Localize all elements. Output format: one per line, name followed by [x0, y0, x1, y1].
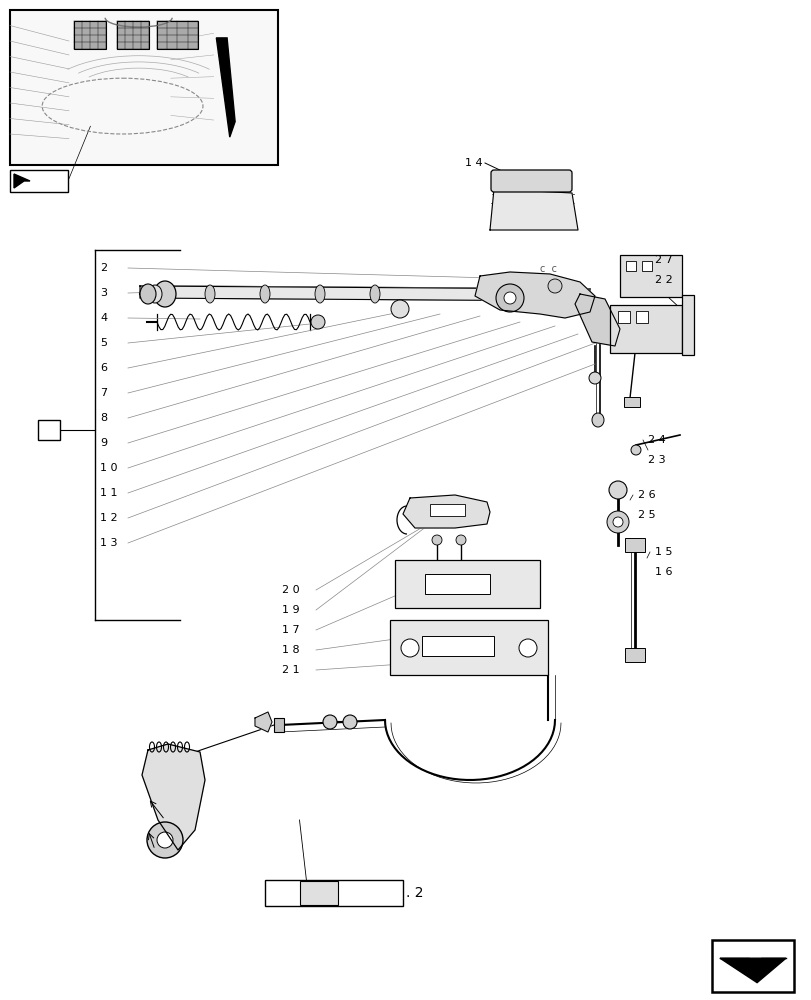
Bar	[620, 255, 681, 297]
Circle shape	[504, 292, 515, 304]
Ellipse shape	[370, 285, 380, 303]
Circle shape	[391, 300, 409, 318]
Circle shape	[547, 279, 561, 293]
Bar	[635, 311, 647, 323]
Text: 2 3: 2 3	[647, 455, 665, 465]
FancyBboxPatch shape	[491, 170, 571, 192]
Bar	[273, 718, 284, 732]
Text: 1 8: 1 8	[281, 645, 299, 655]
Text: 5: 5	[100, 338, 107, 348]
Text: 2 2: 2 2	[654, 275, 672, 285]
Bar	[117, 21, 149, 49]
Text: 1 6: 1 6	[654, 567, 672, 577]
Text: . 2: . 2	[406, 886, 423, 900]
Ellipse shape	[204, 285, 215, 303]
Text: 4: 4	[100, 313, 107, 323]
Bar	[642, 261, 651, 271]
Circle shape	[342, 715, 357, 729]
Ellipse shape	[311, 315, 324, 329]
Polygon shape	[216, 38, 235, 137]
Circle shape	[431, 535, 441, 545]
Circle shape	[630, 445, 640, 455]
Ellipse shape	[315, 285, 324, 303]
Bar	[157, 21, 197, 49]
Bar	[609, 305, 681, 353]
Polygon shape	[14, 174, 30, 188]
Bar	[624, 538, 644, 552]
Polygon shape	[255, 712, 272, 732]
Bar	[681, 295, 693, 355]
Circle shape	[157, 832, 173, 848]
Text: 1 4: 1 4	[465, 158, 482, 168]
Circle shape	[496, 284, 523, 312]
Polygon shape	[574, 294, 620, 346]
Text: 6: 6	[100, 363, 107, 373]
Bar	[38, 420, 60, 440]
Bar	[625, 261, 635, 271]
Text: c  c: c c	[539, 264, 556, 274]
Text: 3: 3	[100, 288, 107, 298]
Text: 1 9: 1 9	[281, 605, 299, 615]
Text: 1 1: 1 1	[100, 488, 118, 498]
Ellipse shape	[260, 285, 270, 303]
Circle shape	[608, 481, 626, 499]
Bar	[624, 648, 644, 662]
Circle shape	[629, 540, 639, 550]
Ellipse shape	[154, 281, 176, 307]
Polygon shape	[139, 286, 590, 301]
Text: 2 6: 2 6	[637, 490, 654, 500]
Ellipse shape	[607, 511, 629, 533]
Text: 2 5: 2 5	[637, 510, 654, 520]
Polygon shape	[489, 189, 577, 230]
Ellipse shape	[457, 568, 465, 576]
Bar	[10, 10, 277, 165]
Bar	[711, 940, 793, 992]
Ellipse shape	[612, 517, 622, 527]
Polygon shape	[402, 495, 489, 528]
Text: 1 7: 1 7	[281, 625, 299, 635]
Text: 1 5: 1 5	[654, 547, 672, 557]
Bar	[394, 560, 539, 608]
Bar	[75, 21, 106, 49]
Polygon shape	[719, 958, 785, 983]
Text: 1 3: 1 3	[100, 538, 118, 548]
Polygon shape	[474, 272, 594, 318]
Text: 2 4: 2 4	[647, 435, 665, 445]
Text: 1 2: 1 2	[100, 513, 118, 523]
Ellipse shape	[591, 413, 603, 427]
Text: 2: 2	[100, 263, 107, 273]
Bar	[422, 636, 493, 656]
Circle shape	[456, 535, 466, 545]
Ellipse shape	[588, 372, 600, 384]
Text: 2 7: 2 7	[654, 255, 672, 265]
Text: 1 . 6 7 . 2: 1 . 6 7 . 2	[301, 886, 367, 900]
Bar	[623, 397, 639, 407]
Text: 2 0: 2 0	[281, 585, 299, 595]
Bar	[430, 504, 465, 516]
Ellipse shape	[432, 568, 440, 576]
Circle shape	[147, 822, 182, 858]
Bar	[424, 574, 489, 594]
Polygon shape	[142, 744, 204, 850]
Bar	[264, 880, 402, 906]
Bar	[10, 170, 68, 192]
Bar	[389, 620, 547, 675]
Circle shape	[518, 639, 536, 657]
Bar	[617, 311, 629, 323]
Text: 9: 9	[100, 438, 107, 448]
Text: 1: 1	[37, 424, 46, 436]
Text: 1 0: 1 0	[100, 463, 118, 473]
Circle shape	[401, 639, 418, 657]
Ellipse shape	[148, 285, 162, 303]
Text: 2 1: 2 1	[281, 665, 299, 675]
Ellipse shape	[139, 284, 156, 304]
Text: 7: 7	[100, 388, 107, 398]
Text: 8: 8	[100, 413, 107, 423]
Bar	[299, 881, 337, 905]
Circle shape	[323, 715, 337, 729]
Circle shape	[629, 650, 639, 660]
